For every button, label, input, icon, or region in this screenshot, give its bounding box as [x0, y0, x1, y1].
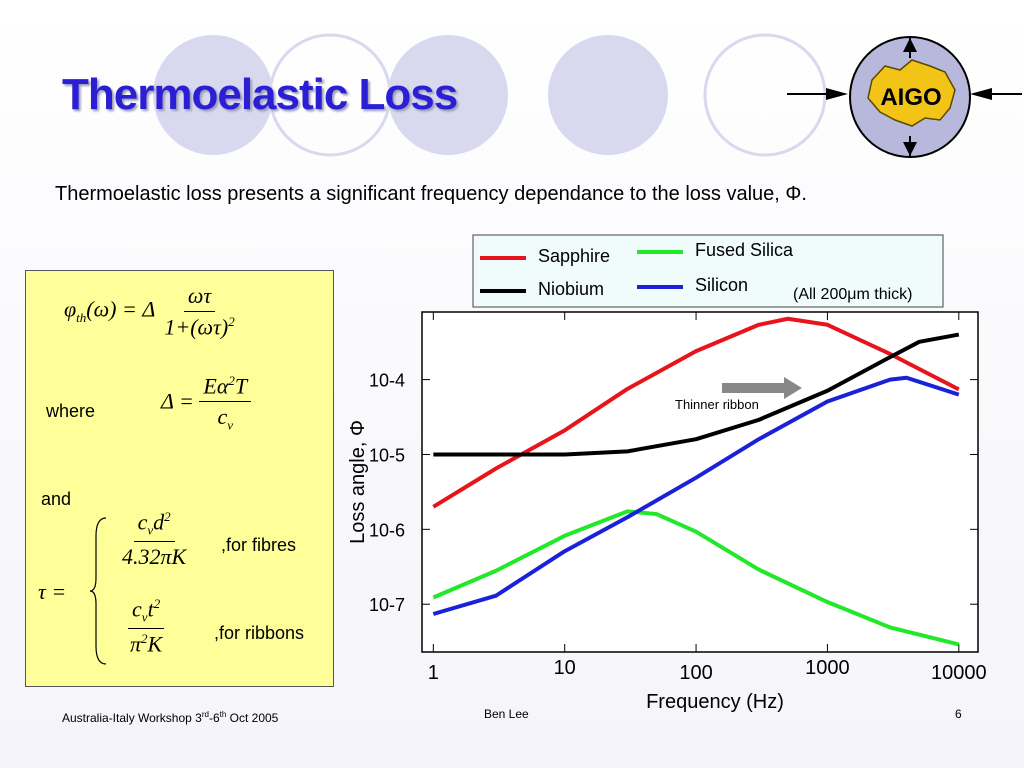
series-line	[432, 375, 960, 616]
math-text: c	[132, 596, 142, 622]
legend-label: Niobium	[538, 279, 604, 299]
math-text: Δ =	[161, 388, 194, 414]
equation: cvt2 π2K	[126, 596, 166, 657]
y-tick-label: 10-7	[369, 595, 405, 615]
y-tick-label: 10-6	[369, 520, 405, 540]
equation: cvd2 4.32πK	[118, 509, 190, 570]
legend-box	[472, 234, 944, 308]
equation: φth(ω) = Δ ωτ 1+(ωτ)2	[64, 283, 239, 340]
slide-title: Thermoelastic Loss	[62, 70, 458, 119]
legend-label: Sapphire	[538, 246, 610, 266]
series-line	[432, 316, 960, 509]
math-text: (ω) = Δ	[86, 296, 155, 322]
math-text: 2	[153, 596, 161, 611]
footer-text: rd	[201, 710, 209, 719]
legend-label: Silicon	[695, 275, 748, 295]
plot-area	[421, 311, 979, 653]
footer-left: Australia-Italy Workshop 3rd-6th Oct 200…	[62, 707, 302, 726]
math-text: v	[227, 417, 234, 433]
label: where	[46, 401, 96, 421]
footer-text: Australia-Italy Workshop 3	[62, 711, 202, 725]
label: ,for fibres	[221, 535, 297, 555]
footer-text: th	[219, 710, 227, 719]
y-tick-label: 10-5	[369, 445, 405, 465]
chart: 1 10 100 1000 10000 10-4 10-5 10-6 10-7 Frequency…	[347, 240, 987, 713]
math-text: 2	[164, 509, 171, 524]
math-text: c	[217, 404, 228, 430]
x-axis-label: Frequency (Hz)	[646, 691, 784, 713]
math-text: d	[153, 509, 165, 535]
math-text: c	[137, 509, 148, 535]
body-text: Thermoelastic loss presents a significan…	[55, 183, 807, 205]
math-text: τ =	[38, 579, 67, 604]
y-axis-label: Loss angle, Φ	[347, 420, 369, 544]
x-tick-label: 1	[428, 662, 439, 684]
y-tick-label: 10-4	[369, 371, 405, 391]
series-line	[432, 509, 960, 647]
math-text: T	[234, 373, 248, 399]
x-tick-label: 1000	[805, 657, 850, 679]
math-text: π	[130, 631, 142, 657]
logo-text: AIGO	[880, 84, 941, 111]
x-tick-label: 10	[554, 657, 576, 679]
x-tick-label: 100	[679, 662, 712, 684]
math-text: v	[147, 522, 154, 538]
math-text: φ	[64, 296, 77, 322]
brace	[89, 517, 107, 665]
label: and	[41, 489, 72, 509]
formula-box: φth(ω) = Δ ωτ 1+(ωτ)2 where Δ = Eα2T cv an…	[25, 270, 334, 687]
math-text: ωτ	[183, 283, 216, 312]
annotation: Thinner ribbon	[675, 397, 759, 412]
logo: AIGO	[787, 36, 1022, 158]
math-text: 2	[141, 630, 148, 646]
legend-note: (All 200μm thick)	[793, 286, 912, 303]
math-text: K	[147, 631, 163, 657]
math-text: 1+(ωτ)	[164, 314, 229, 340]
legend-label: Fused Silica	[695, 240, 794, 260]
math-text: v	[141, 609, 148, 625]
annotation-arrow	[722, 377, 802, 399]
series-line	[433, 332, 960, 457]
deco-circle	[388, 35, 508, 155]
math-text: th	[76, 310, 87, 326]
label: ,for ribbons	[214, 623, 305, 643]
math-text: 4.32πK	[122, 543, 187, 569]
math-text: Eα	[203, 373, 229, 399]
deco-circle	[548, 35, 668, 155]
equation: Δ = Eα2T cv	[161, 373, 252, 434]
footer-text: -6	[208, 711, 220, 725]
deco-circle	[153, 35, 273, 155]
math-text: 2	[228, 314, 235, 329]
footer-center: Ben Lee	[484, 707, 529, 721]
math-text: 2	[228, 373, 235, 388]
x-tick-label: 10000	[931, 662, 987, 684]
footer-text: Oct 2005	[226, 711, 279, 725]
math-text: t	[147, 596, 154, 622]
footer-right: 6	[955, 707, 962, 721]
